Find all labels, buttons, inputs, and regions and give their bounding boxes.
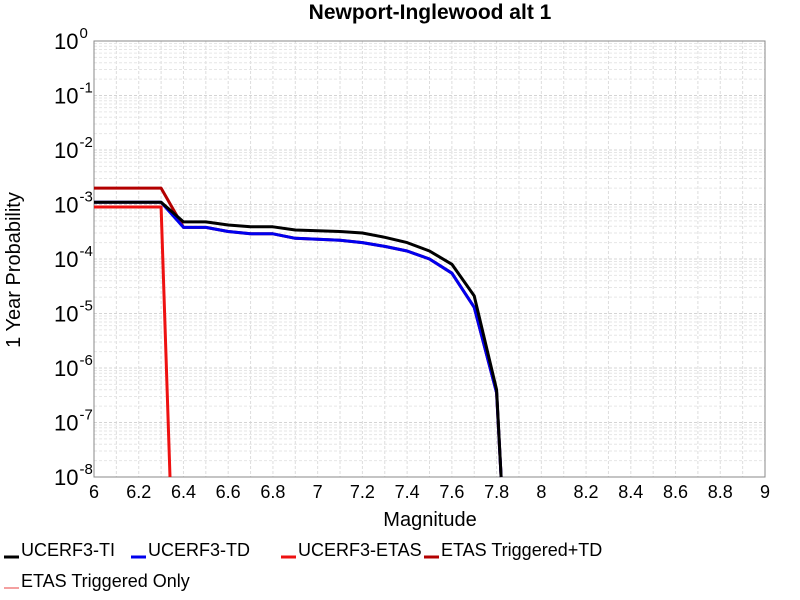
y-tick-label: 10-8	[54, 461, 93, 490]
x-tick-labels: 6 6.2 6.4 6.6 6.8 7 7.2 7.4 7.6 7.8 8 8.2 8.4 8.6 8.8 9	[89, 482, 770, 502]
legend-label: UCERF3-TD	[148, 540, 250, 560]
y-tick-label: 10-6	[54, 352, 93, 381]
series-line-ucerf3-ti	[94, 200, 503, 478]
legend-label: ETAS Triggered Only	[21, 571, 190, 591]
legend-label: ETAS Triggered+TD	[441, 540, 602, 560]
x-tick-label: 6.2	[126, 482, 151, 502]
x-tick-label: 8	[536, 482, 546, 502]
legend: UCERF3-TI UCERF3-TD UCERF3-ETAS ETAS Trigge…	[4, 540, 602, 591]
x-tick-label: 9	[760, 482, 770, 502]
x-tick-label: 7.6	[439, 482, 464, 502]
y-tick-label: 100	[54, 25, 88, 54]
y-axis-label: 1 Year Probability	[3, 192, 25, 348]
y-tick-label: 10-1	[54, 80, 93, 109]
y-tick-labels: 100 10-1 10-2 10-3 10-4 10-5 10-6 10-7 10-8	[54, 25, 93, 490]
x-tick-label: 8.2	[574, 482, 599, 502]
x-tick-label: 8.8	[708, 482, 733, 502]
x-tick-label: 7.2	[350, 482, 375, 502]
x-axis-label: Magnitude	[383, 509, 476, 531]
y-tick-label: 10-2	[54, 134, 93, 163]
y-tick-label: 10-7	[54, 407, 93, 436]
legend-label: UCERF3-ETAS	[298, 540, 422, 560]
plot-frame	[93, 40, 766, 478]
x-tick-label: 7.8	[484, 482, 509, 502]
x-tick-label: 6.8	[260, 482, 285, 502]
y-tick-label: 10-5	[54, 298, 93, 327]
legend-label: UCERF3-TI	[21, 540, 115, 560]
x-tick-label: 8.4	[618, 482, 643, 502]
x-tick-label: 7	[313, 482, 323, 502]
x-tick-label: 8.6	[663, 482, 688, 502]
chart-title: Newport-Inglewood alt 1	[309, 1, 552, 24]
x-tick-label: 6.4	[171, 482, 196, 502]
x-tick-label: 6	[89, 482, 99, 502]
x-tick-label: 6.6	[216, 482, 241, 502]
series-line-ucerf3-td	[94, 200, 503, 478]
series-layer	[94, 186, 503, 478]
y-tick-label: 10-3	[54, 189, 93, 218]
x-tick-label: 7.4	[395, 482, 420, 502]
series-line-ucerf3-etas	[94, 205, 172, 478]
y-tick-label: 10-4	[54, 243, 93, 272]
